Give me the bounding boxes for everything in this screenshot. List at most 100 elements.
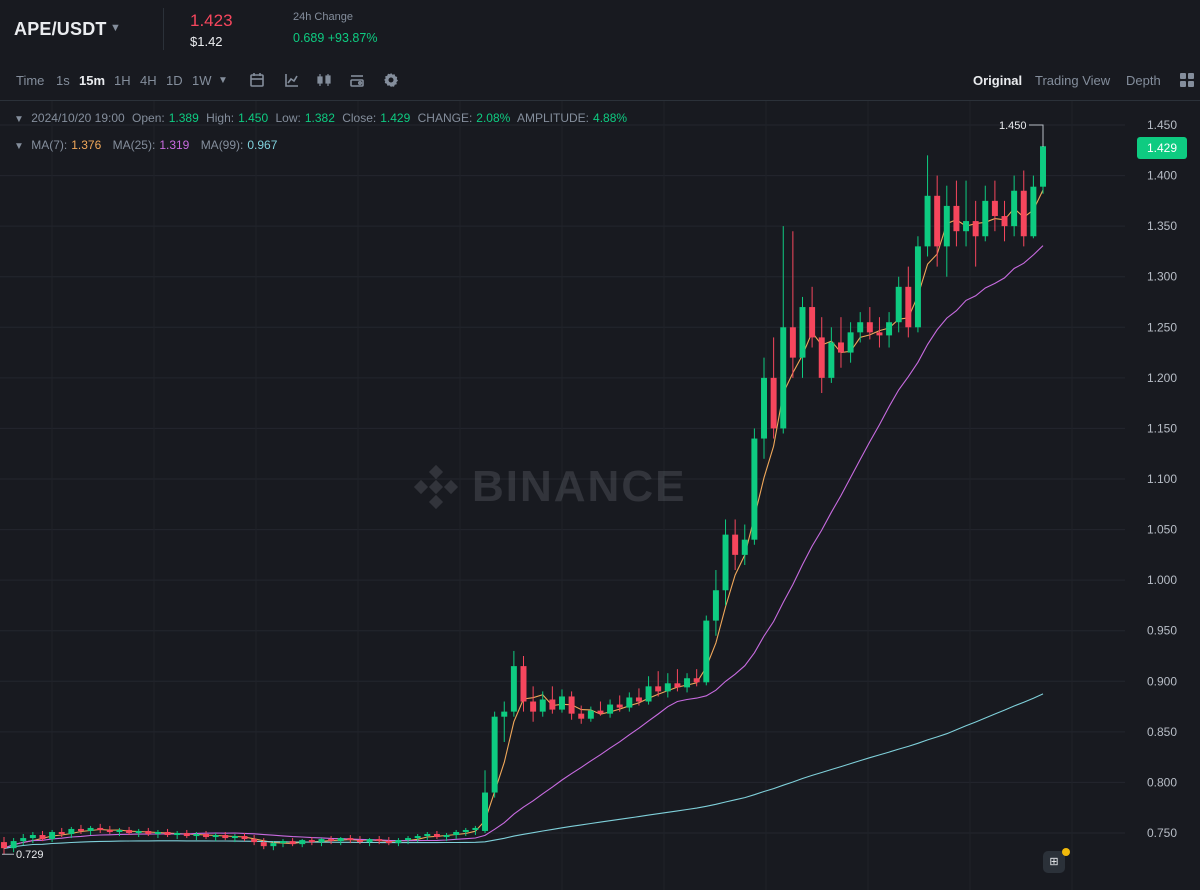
tab-original[interactable]: Original (973, 73, 1023, 88)
floating-action-button[interactable]: ⊞ (1043, 851, 1065, 873)
low-label: Low: (275, 111, 301, 125)
candle-body (472, 827, 479, 830)
grid-layout-icon[interactable] (1178, 71, 1196, 89)
candle-body (174, 833, 181, 836)
candle-body (491, 716, 498, 793)
candle-body (280, 841, 286, 844)
candle-body (558, 696, 565, 710)
header-divider (163, 8, 164, 50)
candle-body (857, 322, 864, 333)
ma7-line (3, 189, 1044, 849)
interval-1w[interactable]: 1W (192, 73, 212, 88)
candle-body (212, 835, 219, 838)
candle-body (607, 704, 614, 714)
candle-body (49, 831, 56, 840)
low-marker-label: 0.729 (16, 849, 44, 861)
ohlc-collapse-icon[interactable]: ▼ (14, 114, 24, 125)
y-tick-label: 1.300 (1147, 270, 1177, 284)
ma7-value: 1.376 (71, 138, 102, 152)
y-tick-label: 1.450 (1147, 118, 1177, 132)
candle-body (770, 377, 777, 429)
high-marker-label: 1.450 (999, 120, 1027, 132)
change-pct-value: 2.08% (476, 111, 511, 125)
candle-body (39, 835, 46, 840)
y-tick-label: 0.750 (1147, 826, 1177, 840)
y-tick-label: 0.900 (1147, 674, 1177, 688)
change-value: 0.689 +93.87% (293, 31, 378, 45)
watermark-text: BINANCE (472, 462, 687, 511)
high-value: 1.450 (238, 111, 269, 125)
candle-body (241, 836, 248, 840)
tab-trading-view[interactable]: Trading View (1035, 73, 1111, 88)
candle-body (97, 827, 104, 830)
candle-body (818, 337, 825, 378)
candle-body (799, 307, 806, 358)
interval-time[interactable]: Time (16, 73, 45, 88)
candle-body (116, 829, 123, 832)
amplitude-value: 4.88% (593, 111, 628, 125)
candle-body (183, 833, 190, 837)
candle-body (568, 696, 575, 714)
binance-logo-icon (413, 464, 459, 510)
pair-dropdown-icon[interactable]: ▼ (110, 22, 121, 34)
interval-15m[interactable]: 15m (79, 73, 106, 88)
candle-body (135, 830, 142, 833)
candle-body (145, 830, 152, 835)
interval-1d[interactable]: 1D (166, 73, 183, 88)
candlestick-chart[interactable]: 1.450 1.400 1.350 1.300 1.250 1.200 1.150 1.100… (0, 101, 1200, 890)
ohlc-info-row: ▼ 2024/10/20 19:00 Open: 1.389 High: 1.450… (14, 111, 631, 125)
settings-icon[interactable] (382, 71, 400, 89)
ohlc-date: 2024/10/20 19:00 (31, 111, 125, 125)
candle-body (337, 838, 344, 842)
candle-body (366, 839, 373, 843)
toolbar-divider (0, 100, 1200, 101)
candle-body (963, 221, 970, 232)
candle-body (385, 841, 392, 844)
candle-body (809, 307, 816, 338)
layout-icon[interactable] (348, 71, 366, 89)
interval-1s[interactable]: 1s (56, 73, 70, 88)
binance-watermark: BINANCE (412, 462, 686, 512)
candle-body (347, 838, 354, 841)
ma-collapse-icon[interactable]: ▼ (14, 141, 24, 152)
y-tick-label: 0.950 (1147, 624, 1177, 638)
tab-depth[interactable]: Depth (1126, 73, 1161, 88)
candle-body (991, 200, 998, 217)
open-value: 1.389 (168, 111, 199, 125)
candle-body (193, 834, 200, 837)
candle-body (587, 710, 594, 719)
pair-symbol[interactable]: APE/USDT (14, 19, 107, 39)
candle-body (222, 835, 229, 839)
candle-body (751, 438, 758, 540)
candle-body (934, 195, 941, 247)
candle-body (1, 842, 7, 849)
indicator-icon[interactable] (283, 71, 301, 89)
ma99-label: MA(99): (200, 138, 244, 152)
ma99-value: 0.967 (247, 138, 278, 152)
y-tick-label: 1.200 (1147, 371, 1177, 385)
candle-body (972, 221, 979, 237)
candle-type-icon[interactable] (315, 71, 333, 89)
candle-body (1020, 190, 1027, 237)
candle-body (260, 842, 267, 847)
candle-body (29, 835, 36, 839)
chart-area[interactable]: 1.450 1.400 1.350 1.300 1.250 1.200 1.150 1.100… (0, 101, 1200, 890)
candle-body (847, 332, 854, 353)
candle-body (1040, 146, 1046, 187)
candle-body (895, 286, 902, 323)
interval-1h[interactable]: 1H (114, 73, 131, 88)
calendar-icon[interactable] (248, 71, 266, 89)
candle-body (645, 686, 652, 702)
candle-body (828, 342, 835, 378)
ma7-label: MA(7): (31, 138, 68, 152)
interval-more-icon[interactable]: ▼ (218, 75, 228, 86)
candle-body (164, 831, 171, 836)
candle-body (837, 342, 844, 353)
candle-body (376, 839, 383, 842)
amplitude-label: AMPLITUDE: (517, 111, 590, 125)
high-marker-line (1029, 124, 1044, 147)
ma25-value: 1.319 (159, 138, 190, 152)
interval-4h[interactable]: 4H (140, 73, 157, 88)
candle-body (231, 836, 238, 839)
candle-body (395, 840, 402, 844)
